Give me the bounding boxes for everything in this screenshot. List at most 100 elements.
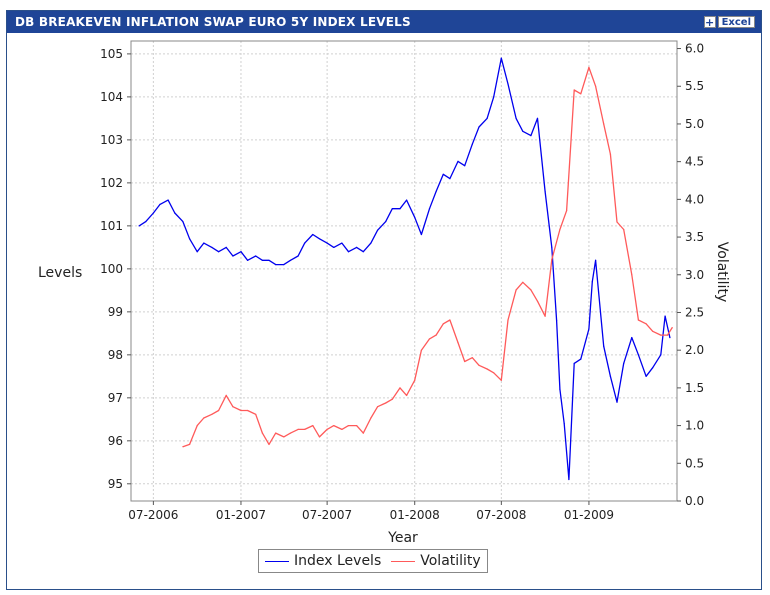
data-point [652,367,654,369]
right-tick-label: 0.0 [685,494,704,508]
data-point [507,319,509,321]
data-point [652,330,654,332]
data-point [631,337,633,339]
data-point [551,246,553,248]
data-point [664,315,666,317]
data-point [182,446,184,448]
data-point [399,208,401,210]
left-tick-label: 102 [100,176,123,190]
data-point [588,66,590,68]
data-point [428,338,431,340]
data-point [573,362,575,364]
right-tick-label: 2.5 [685,305,704,319]
data-point [623,362,625,364]
data-point [211,413,213,415]
series-index-levels [138,57,671,481]
data-point [666,334,669,336]
plot-area [131,41,677,501]
data-point [362,251,364,253]
data-point [609,375,612,377]
data-point [544,315,546,317]
left-axis-ticks: 95 96 97 98 99 100 101 102 103 104 105 [100,47,131,491]
data-point [637,319,640,321]
data-point [255,413,257,415]
x-tick-label: 01-2008 [390,508,440,522]
data-point [486,117,488,119]
data-point [362,432,364,434]
left-tick-label: 95 [108,477,123,491]
excel-label: Excel [717,16,755,28]
data-point [544,190,546,193]
data-point [333,246,335,248]
data-point [225,394,227,396]
data-point [326,428,328,430]
left-tick-label: 104 [100,90,123,104]
data-point [588,328,590,330]
data-point [566,210,568,212]
legend-entry-volatility[interactable]: Volatility [391,553,481,569]
data-point [580,93,582,95]
right-tick-label: 4.5 [685,155,704,169]
export-excel-button[interactable]: + Excel [703,15,755,29]
right-tick-label: 4.0 [685,192,704,206]
data-point [377,406,379,408]
right-tick-label: 5.0 [685,117,704,131]
data-point [261,432,263,434]
data-point [240,251,242,253]
data-point [478,364,480,366]
data-point [275,432,277,434]
data-point [563,423,565,425]
data-point [174,212,176,214]
data-point [347,251,350,253]
data-point [391,208,393,210]
right-tick-label: 1.5 [685,381,704,395]
legend-label-index: Index Levels [294,553,382,569]
data-point [247,409,249,412]
data-point [385,402,387,404]
data-point [341,428,343,430]
data-point [211,246,213,248]
x-axis-label: Year [387,530,418,546]
data-point [530,289,532,291]
data-point [551,259,553,261]
data-point [435,334,437,336]
left-tick-label: 99 [108,305,123,319]
plot-frame [130,40,678,502]
data-point [631,274,633,276]
data-point [196,425,198,427]
data-point [414,379,416,381]
data-point [449,319,451,321]
data-point [377,229,379,231]
data-point [471,357,473,359]
legend-entry-index[interactable]: Index Levels [265,553,381,569]
left-tick-label: 97 [108,391,123,405]
data-point [385,221,387,223]
data-point [645,323,647,325]
x-tick-label: 07-2008 [476,508,526,522]
data-point [660,354,662,356]
right-tick-label: 3.0 [685,268,704,282]
data-point [669,337,671,339]
data-point [406,394,408,396]
data-point [435,190,437,193]
data-point [218,251,220,253]
data-point [370,242,372,244]
data-point [486,368,488,370]
data-point [616,401,618,403]
right-tick-label: 3.5 [685,230,704,244]
legend-swatch-volatility [391,560,416,562]
right-tick-label: 2.0 [685,343,704,357]
series-line [138,57,671,481]
data-point [559,388,561,390]
data-point [152,212,154,214]
data-point [515,117,517,119]
data-point [268,259,270,261]
left-tick-label: 105 [100,47,123,61]
data-point [500,379,502,381]
data-point [428,208,431,210]
data-point [283,264,285,266]
data-point [591,281,593,283]
data-point [515,289,517,291]
data-point [356,425,358,427]
data-point [493,372,495,374]
